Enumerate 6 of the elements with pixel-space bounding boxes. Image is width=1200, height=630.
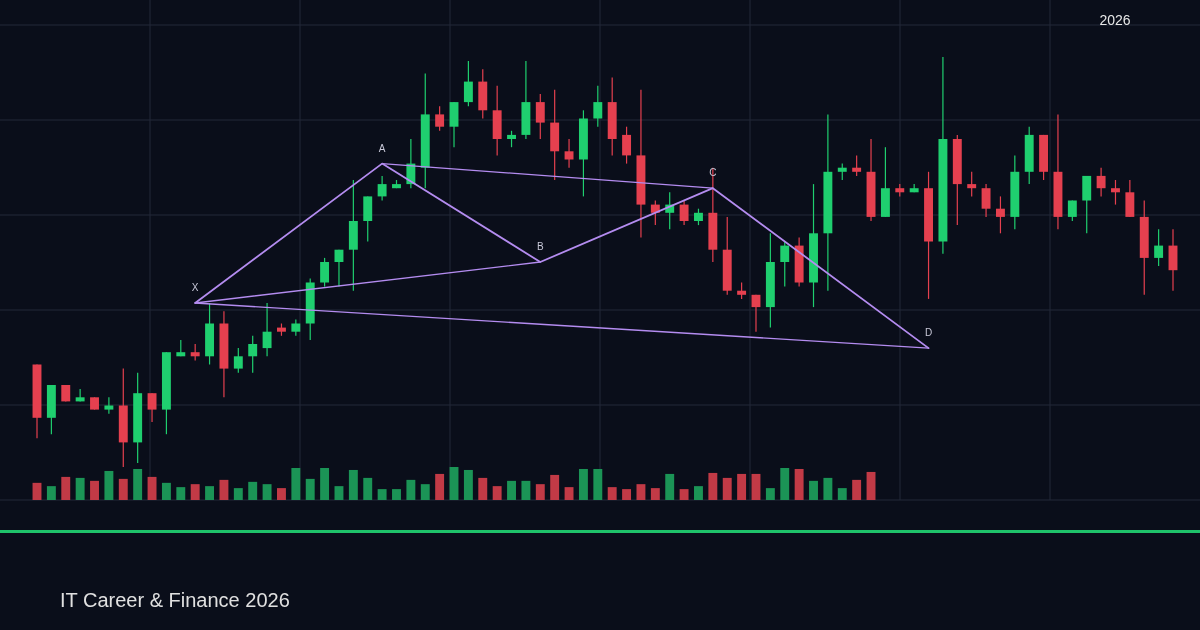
annotation: A — [378, 142, 386, 154]
annotation: D — [924, 327, 933, 339]
text: IT Career & Finance 2026 — [60, 589, 290, 611]
annotation: B — [536, 241, 544, 252]
text: 2026 — [1099, 12, 1131, 28]
annotation: X — [191, 282, 199, 293]
